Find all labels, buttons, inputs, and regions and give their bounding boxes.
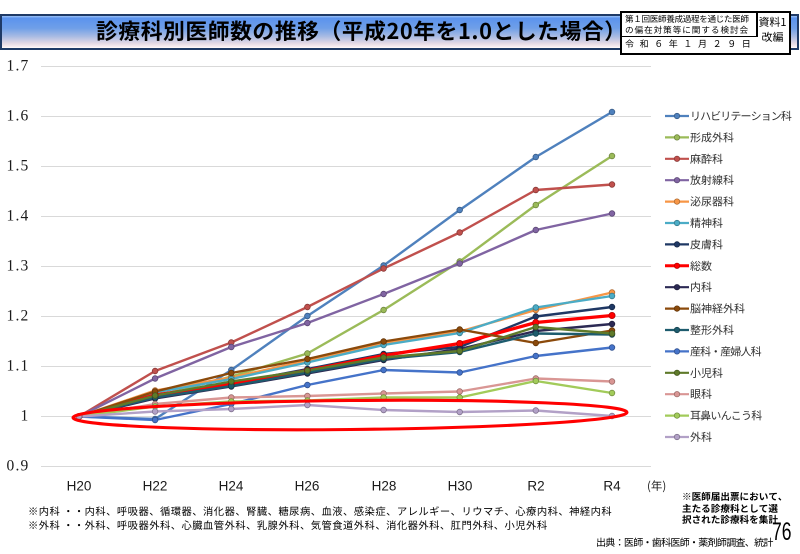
svg-text:1.4: 1.4 [7, 207, 30, 224]
svg-text:0.9: 0.9 [7, 457, 30, 474]
svg-text:H26: H26 [295, 479, 320, 494]
svg-text:形成外科: 形成外科 [690, 129, 734, 145]
svg-text:脳神経外科: 脳神経外科 [690, 301, 745, 317]
svg-text:(年): (年) [647, 478, 666, 494]
svg-text:H20: H20 [67, 479, 92, 494]
svg-text:外科: 外科 [690, 429, 712, 445]
svg-text:麻酔科: 麻酔科 [690, 151, 723, 167]
svg-text:1.7: 1.7 [7, 57, 30, 74]
svg-text:H28: H28 [372, 479, 397, 494]
svg-text:耳鼻いんこう科: 耳鼻いんこう科 [690, 408, 762, 424]
svg-text:H30: H30 [448, 479, 473, 494]
svg-text:1.1: 1.1 [7, 357, 30, 374]
svg-text:整形外科: 整形外科 [690, 322, 734, 338]
svg-text:1.6: 1.6 [7, 107, 30, 124]
svg-text:内科: 内科 [690, 279, 712, 295]
svg-text:小児科: 小児科 [690, 365, 723, 381]
svg-text:1.3: 1.3 [7, 257, 30, 274]
svg-text:H24: H24 [219, 479, 244, 494]
svg-text:R4: R4 [603, 479, 621, 494]
svg-text:1: 1 [21, 407, 30, 424]
svg-text:1.2: 1.2 [7, 307, 30, 324]
svg-text:眼科: 眼科 [690, 386, 712, 402]
svg-text:H22: H22 [143, 479, 168, 494]
svg-text:精神科: 精神科 [690, 215, 723, 231]
svg-text:総数: 総数 [690, 258, 712, 274]
svg-text:1.5: 1.5 [7, 157, 30, 174]
svg-text:R2: R2 [527, 479, 544, 494]
svg-text:リハビリテーション科: リハビリテーション科 [690, 108, 792, 124]
svg-text:産科・産婦人科: 産科・産婦人科 [690, 343, 762, 359]
svg-text:泌尿器科: 泌尿器科 [690, 194, 734, 210]
svg-text:皮膚科: 皮膚科 [690, 236, 723, 252]
svg-text:放射線科: 放射線科 [690, 172, 734, 188]
